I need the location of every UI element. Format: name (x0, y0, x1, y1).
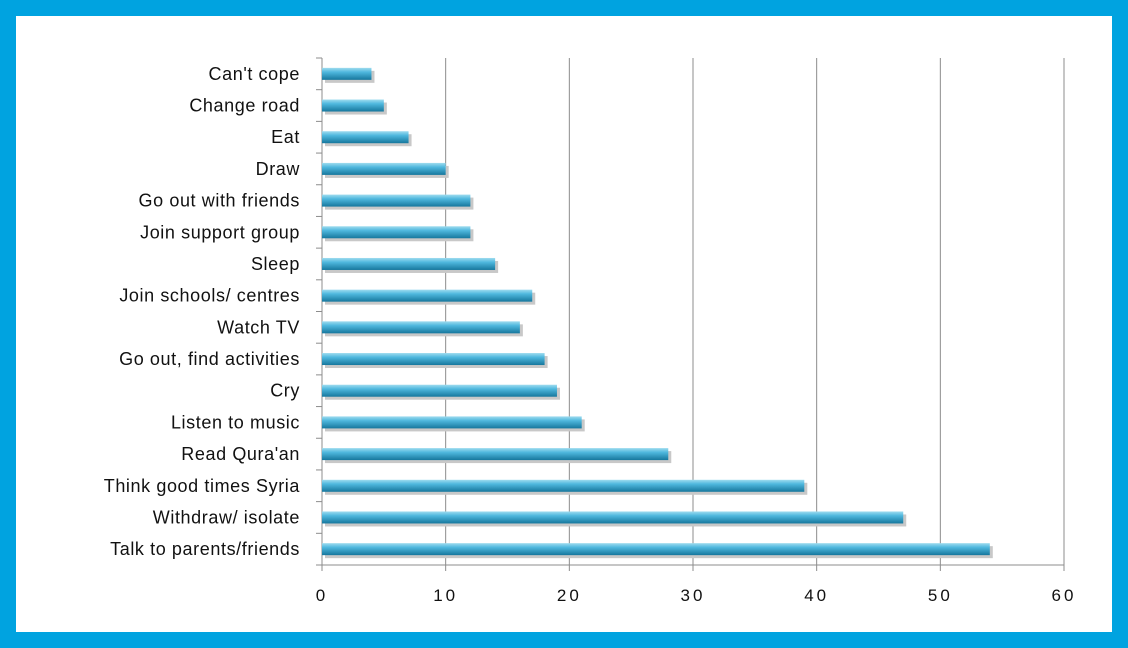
category-label: Think good times Syria (104, 476, 301, 496)
bar (322, 448, 669, 461)
category-label: Join schools/ centres (119, 286, 300, 306)
bar (322, 353, 545, 366)
bar (322, 67, 372, 80)
category-label: Read Qura'an (181, 444, 300, 464)
bar (322, 384, 557, 397)
category-label: Watch TV (217, 317, 300, 337)
x-tick-label: 0 (316, 586, 328, 605)
category-label: Sleep (251, 254, 300, 274)
category-label: Cry (270, 381, 300, 401)
bar (322, 416, 582, 429)
bar (322, 289, 533, 302)
category-label: Go out, find activities (119, 349, 300, 369)
bar (322, 99, 384, 112)
bar (322, 479, 805, 492)
bar (322, 511, 904, 524)
category-labels: Can't cope Change road Eat Draw Go out with … (104, 64, 301, 559)
bar (322, 257, 496, 270)
category-label: Talk to parents/friends (110, 539, 300, 559)
category-label: Eat (271, 127, 300, 147)
category-label: Can't cope (209, 64, 301, 84)
x-tick-labels: 0 10 20 30 40 50 60 (316, 586, 1077, 605)
bar (322, 543, 990, 556)
bar (322, 321, 520, 334)
bar (322, 162, 446, 175)
category-label: Change road (189, 96, 300, 116)
category-label: Draw (256, 159, 301, 179)
bar (322, 131, 409, 144)
category-label: Withdraw/ isolate (153, 507, 300, 527)
x-tick-label: 60 (1052, 586, 1077, 605)
bars (322, 67, 993, 559)
x-tick-label: 10 (433, 586, 458, 605)
x-tick-label: 30 (681, 586, 706, 605)
x-tick-label: 50 (928, 586, 953, 605)
bar (322, 194, 471, 207)
category-label: Listen to music (171, 412, 300, 432)
x-tick-label: 20 (557, 586, 582, 605)
category-label: Join support group (140, 222, 300, 242)
x-tick-label: 40 (804, 586, 829, 605)
bar (322, 226, 471, 239)
category-label: Go out with friends (139, 191, 300, 211)
